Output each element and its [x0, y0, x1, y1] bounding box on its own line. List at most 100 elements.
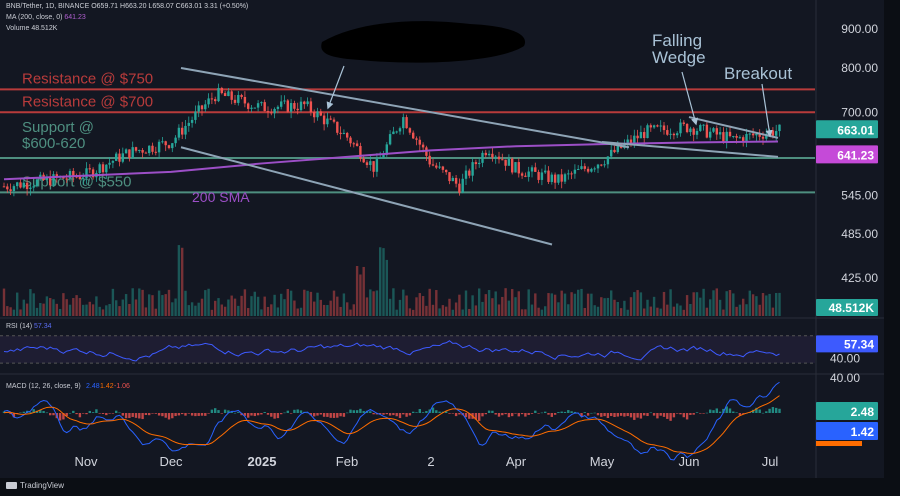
volume-bar [451, 309, 454, 316]
candle-body [501, 159, 504, 161]
candle-body [643, 132, 646, 139]
macd-histogram-bar [124, 413, 128, 419]
candle-body [507, 158, 511, 166]
candle-body [699, 125, 702, 131]
ma-legend[interactable]: MA (200, close, 0) 641.23 [6, 14, 86, 21]
candle-body [339, 132, 342, 134]
candle-body [197, 105, 200, 112]
macd-histogram-bar [448, 413, 451, 414]
macd-histogram-bar [666, 413, 669, 419]
volume-bar [768, 293, 771, 316]
volume-bar [250, 296, 253, 316]
macd-histogram-bar [204, 413, 207, 416]
volume-bar [181, 247, 184, 316]
macd-histogram-bar [497, 413, 501, 417]
volume-legend[interactable]: Volume 48.512K [6, 25, 57, 32]
price-axis-tick: 900.00 [841, 22, 878, 36]
candle-body [375, 158, 379, 172]
volume-bar [58, 308, 62, 316]
candle-body [395, 131, 398, 133]
volume-bar [118, 306, 121, 316]
macd-histogram-bar [728, 408, 732, 413]
volume-bar [72, 298, 75, 316]
macd-histogram-bar [332, 413, 336, 418]
macd-histogram-bar [570, 411, 573, 413]
volume-bar [619, 308, 623, 316]
macd-histogram-bar [636, 413, 639, 418]
candle-body [669, 133, 672, 135]
candle-body [464, 170, 468, 179]
volume-bar [728, 289, 732, 316]
last-price-badge [816, 120, 878, 139]
candle-body [174, 137, 177, 144]
volume-bar [293, 300, 296, 316]
volume-bar [454, 302, 458, 316]
level-label-support: Support @ $600-620 [22, 119, 94, 152]
volume-bar [461, 309, 464, 316]
volume-bar [530, 304, 534, 316]
macd-histogram-bar [709, 409, 712, 413]
candle-body [514, 162, 517, 173]
candle-body [534, 167, 537, 172]
candle-body [636, 135, 639, 139]
volume-bar [164, 294, 167, 316]
volume-bar [511, 289, 514, 316]
candle-body [474, 162, 478, 165]
candle-body [718, 132, 722, 135]
tradingview-brand[interactable]: TradingView [6, 481, 64, 490]
candle-body [435, 165, 438, 168]
annotation-arrow [326, 65, 345, 110]
candle-body [6, 186, 9, 190]
macd-histogram-bar [659, 413, 662, 416]
volume-bar [184, 290, 187, 316]
volume-bar [336, 296, 339, 316]
volume-bar [709, 299, 712, 316]
volume-bar [296, 308, 299, 316]
volume-bar [388, 298, 392, 316]
volume-bar [742, 298, 745, 316]
macd-histogram-bar [58, 413, 62, 421]
candle-body [695, 130, 699, 135]
volume-bar [755, 296, 758, 316]
redacted-scribble [321, 21, 526, 63]
time-axis-tick: Dec [159, 454, 183, 469]
volume-bar [586, 293, 590, 316]
volume-bar [395, 309, 398, 316]
macd-histogram-bar [454, 413, 458, 417]
volume-bar [204, 290, 207, 316]
macd-histogram-bar [207, 413, 210, 414]
macd-histogram-bar [98, 413, 101, 414]
volume-bar [223, 306, 227, 316]
macd-histogram-bar [553, 413, 557, 415]
macd-histogram-bar [111, 413, 115, 414]
candle-body [253, 107, 256, 109]
macd-histogram-bar [237, 412, 240, 413]
volume-bar [214, 300, 217, 316]
candle-body [656, 125, 659, 127]
volume-bar [237, 305, 240, 316]
candle-body [16, 182, 19, 187]
macd-histogram-bar [468, 413, 471, 419]
macd-histogram-bar [227, 410, 230, 413]
candle-body [626, 139, 629, 144]
chart-svg[interactable]: Resistance @ $750 Resistance @ $700 Suppor… [0, 0, 884, 478]
volume-bar [299, 307, 303, 316]
macd-histogram-bar [735, 412, 738, 414]
sma-200-line [3, 140, 779, 181]
volume-bar [197, 302, 200, 316]
macd-histogram-bar [88, 410, 91, 413]
candle-body [540, 172, 544, 180]
macd-histogram-bar [649, 412, 652, 414]
volume-bar [481, 301, 484, 316]
volume-bar [85, 304, 88, 316]
symbol-line[interactable]: BNB/Tether, 1D, BINANCE [6, 3, 90, 10]
volume-bar [362, 266, 365, 316]
candle-body [563, 174, 567, 182]
volume-bar [276, 307, 280, 316]
candle-body [101, 164, 105, 173]
macd-histogram-bar [646, 413, 649, 417]
candle-body [408, 128, 412, 133]
level-label-resistance: Resistance @ $750 [22, 70, 153, 87]
volume-bar [194, 305, 197, 316]
chart-frame [0, 0, 884, 478]
